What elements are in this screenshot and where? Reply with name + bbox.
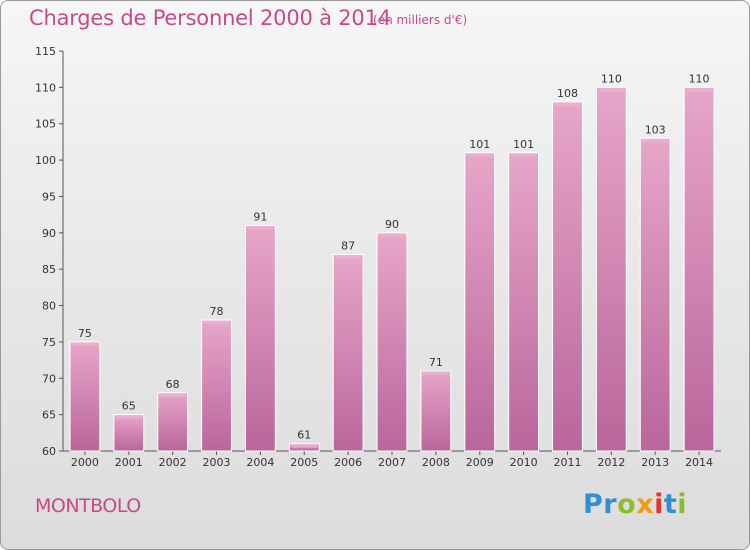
x-tick-label: 2001 — [115, 456, 143, 469]
bar — [464, 152, 496, 452]
logo-letter: x — [636, 489, 655, 520]
bar-highlight — [554, 102, 581, 106]
chart-subtitle: (en milliers d'€) — [373, 13, 468, 27]
bar-value-label: 61 — [297, 429, 311, 442]
bar-highlight — [115, 415, 142, 419]
y-tick-label: 60 — [42, 445, 56, 458]
y-tick-label: 100 — [35, 154, 56, 167]
logo-letter: o — [617, 489, 637, 520]
y-tick-label: 70 — [42, 372, 56, 385]
chart-axes: 60 65 70 75 80 85 90 95 100 105 110 115 — [35, 45, 721, 458]
bar-highlight — [686, 88, 712, 92]
bar-value-label: 110 — [689, 72, 710, 85]
bar-value-label: 68 — [166, 378, 180, 391]
chart-title: Charges de Personnel 2000 à 2014 — [29, 6, 391, 30]
logo-letter: i — [654, 489, 664, 520]
bar-value-label: 71 — [429, 356, 443, 369]
bar-value-label: 103 — [645, 123, 666, 136]
bar — [244, 225, 276, 452]
x-tick-label: 2010 — [510, 456, 538, 469]
bar-highlight — [510, 153, 537, 157]
x-tick-label: 2014 — [685, 456, 713, 469]
bar-value-label: 110 — [601, 72, 622, 85]
logo-letter: i — [677, 489, 688, 520]
logo-letter: t — [663, 489, 678, 520]
x-tick-label: 2003 — [203, 456, 231, 469]
bar-value-label: 91 — [253, 211, 267, 224]
bar-value-label: 101 — [513, 138, 534, 151]
y-tick-label: 105 — [35, 118, 56, 131]
bar — [552, 101, 583, 452]
bar-highlight — [72, 342, 98, 346]
bar-highlight — [379, 233, 405, 237]
x-tick-label: 2012 — [597, 456, 625, 469]
bar — [420, 370, 452, 452]
bar-value-label: 101 — [469, 138, 490, 151]
x-tick-label: 2013 — [641, 456, 669, 469]
bar-value-label: 75 — [78, 327, 92, 340]
x-tick-label: 2009 — [466, 456, 494, 469]
bar-value-label: 65 — [122, 400, 136, 413]
y-tick-label: 90 — [42, 227, 56, 240]
bar — [332, 254, 364, 452]
x-tick-label: 2006 — [334, 456, 362, 469]
x-tick-label: 2000 — [71, 456, 99, 469]
x-tick-label: 2004 — [246, 456, 274, 469]
bar-highlight — [291, 444, 318, 448]
y-tick-label: 75 — [42, 336, 56, 349]
y-tick-label: 65 — [42, 409, 56, 422]
x-tick-label: 2007 — [378, 456, 406, 469]
x-tick-label: 2002 — [159, 456, 187, 469]
bar — [201, 319, 232, 452]
y-tick-label: 115 — [35, 45, 56, 58]
logo-letter: r — [603, 489, 618, 520]
bar-highlight — [247, 226, 274, 230]
commune-name: MONTBOLO — [35, 495, 141, 517]
x-tick-label: 2011 — [553, 456, 581, 469]
bar — [639, 137, 671, 452]
y-tick-label: 110 — [35, 81, 56, 94]
y-tick-label: 95 — [42, 190, 56, 203]
bar — [376, 232, 408, 452]
bar — [113, 414, 145, 452]
proxiti-logo: Proxiti — [583, 489, 687, 520]
bar — [683, 86, 715, 452]
x-tick-label: 2005 — [290, 456, 318, 469]
bar — [595, 86, 627, 452]
bar — [157, 392, 189, 452]
bar-highlight — [466, 153, 493, 157]
chart-labels: 75 2000 65 2001 68 2002 78 2003 91 2004 61 2005 87 20… — [71, 72, 713, 469]
logo-letter: P — [583, 489, 604, 520]
bar-highlight — [598, 88, 625, 92]
bar-value-label: 87 — [341, 240, 355, 253]
bar-highlight — [203, 321, 230, 325]
bar-highlight — [642, 139, 669, 143]
y-tick-label: 85 — [42, 263, 56, 276]
bar-highlight — [422, 372, 449, 375]
x-tick-label: 2008 — [422, 456, 450, 469]
chart-bars — [69, 86, 715, 452]
bar-value-label: 78 — [210, 305, 224, 318]
bar-value-label: 108 — [557, 87, 578, 100]
y-tick-label: 80 — [42, 300, 56, 313]
bar-value-label: 90 — [385, 218, 399, 231]
bar — [69, 341, 101, 452]
bar-highlight — [159, 393, 186, 397]
bar-highlight — [335, 255, 362, 259]
bar — [508, 152, 540, 452]
